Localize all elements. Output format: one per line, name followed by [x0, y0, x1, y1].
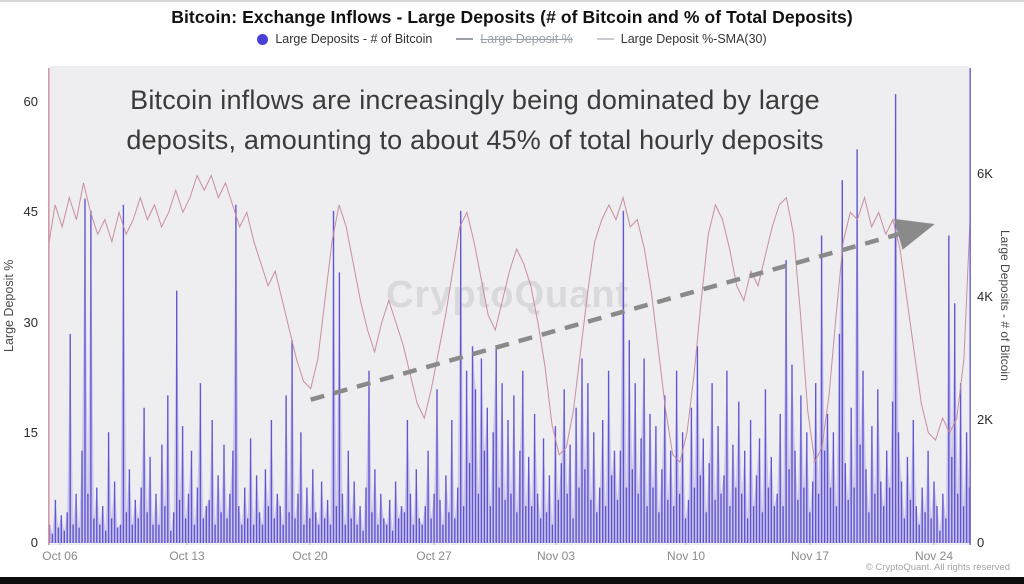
- sma-line: [48, 174, 971, 464]
- chart-annotation: Bitcoin inflows are increasingly being d…: [60, 80, 890, 160]
- legend: Large Deposits - # of Bitcoin Large Depo…: [0, 32, 1024, 46]
- plot-svg[interactable]: [48, 66, 971, 545]
- x-axis-tick-nov-10: Nov 10: [667, 549, 706, 563]
- trend-arrow-line: [310, 232, 899, 402]
- legend-line-icon: [456, 38, 474, 40]
- x-axis-tick-nov-24: Nov 24: [914, 549, 953, 563]
- right-axis-tick-2K: 2K: [977, 412, 993, 427]
- annotation-line-2: deposits, amounting to about 45% of tota…: [126, 125, 824, 155]
- bars-area-fill: [48, 94, 971, 543]
- left-axis-tick-45: 45: [23, 204, 38, 220]
- x-axis-tick-oct-06: Oct 06: [42, 549, 78, 563]
- legend-item-large-deposit-pct-sma[interactable]: Large Deposit %-SMA(30): [596, 32, 767, 46]
- plot-background: [48, 66, 971, 545]
- left-axis-tick-60: 60: [23, 94, 38, 109]
- annotation-line-1: Bitcoin inflows are increasingly being d…: [130, 85, 820, 115]
- copyright-notice: © CryptoQuant. All rights reserved: [865, 562, 1010, 573]
- chart-title: Bitcoin: Exchange Inflows - Large Deposi…: [171, 7, 853, 27]
- left-axis-tick-30: 30: [23, 314, 38, 330]
- x-axis-tick-oct-13: Oct 13: [169, 549, 205, 563]
- right-axis-tick-4K: 4K: [977, 289, 993, 304]
- x-axis-tick-oct-27: Oct 27: [416, 549, 452, 563]
- legend-label: Large Deposit %-SMA(30): [620, 32, 767, 46]
- right-axis-tick-6K: 6K: [977, 166, 993, 181]
- x-axis-tick-nov-03: Nov 03: [537, 549, 576, 563]
- legend-label: Large Deposit %: [480, 32, 573, 46]
- right-axis-tick-0: 0: [977, 535, 985, 550]
- legend-item-large-deposits-btc[interactable]: Large Deposits - # of Bitcoin: [257, 32, 432, 46]
- legend-label: Large Deposits - # of Bitcoin: [275, 32, 433, 46]
- left-axis-tick-0: 0: [30, 535, 38, 550]
- window-top-edge: [0, 0, 1024, 2]
- left-axis-tick-15: 15: [23, 424, 38, 440]
- bottom-black-bar: [0, 577, 1024, 584]
- left-axis-title: Large Deposit %: [2, 259, 16, 352]
- legend-line-icon: [596, 38, 614, 40]
- x-axis-tick-oct-20: Oct 20: [292, 549, 328, 563]
- legend-dot-icon: [257, 33, 269, 45]
- trend-arrow-head: [893, 218, 935, 250]
- right-axis-title: Large Deposits - # of Bitcoin: [998, 230, 1012, 381]
- x-axis-tick-nov-17: Nov 17: [791, 549, 830, 563]
- legend-item-large-deposit-pct[interactable]: Large Deposit %: [456, 32, 573, 46]
